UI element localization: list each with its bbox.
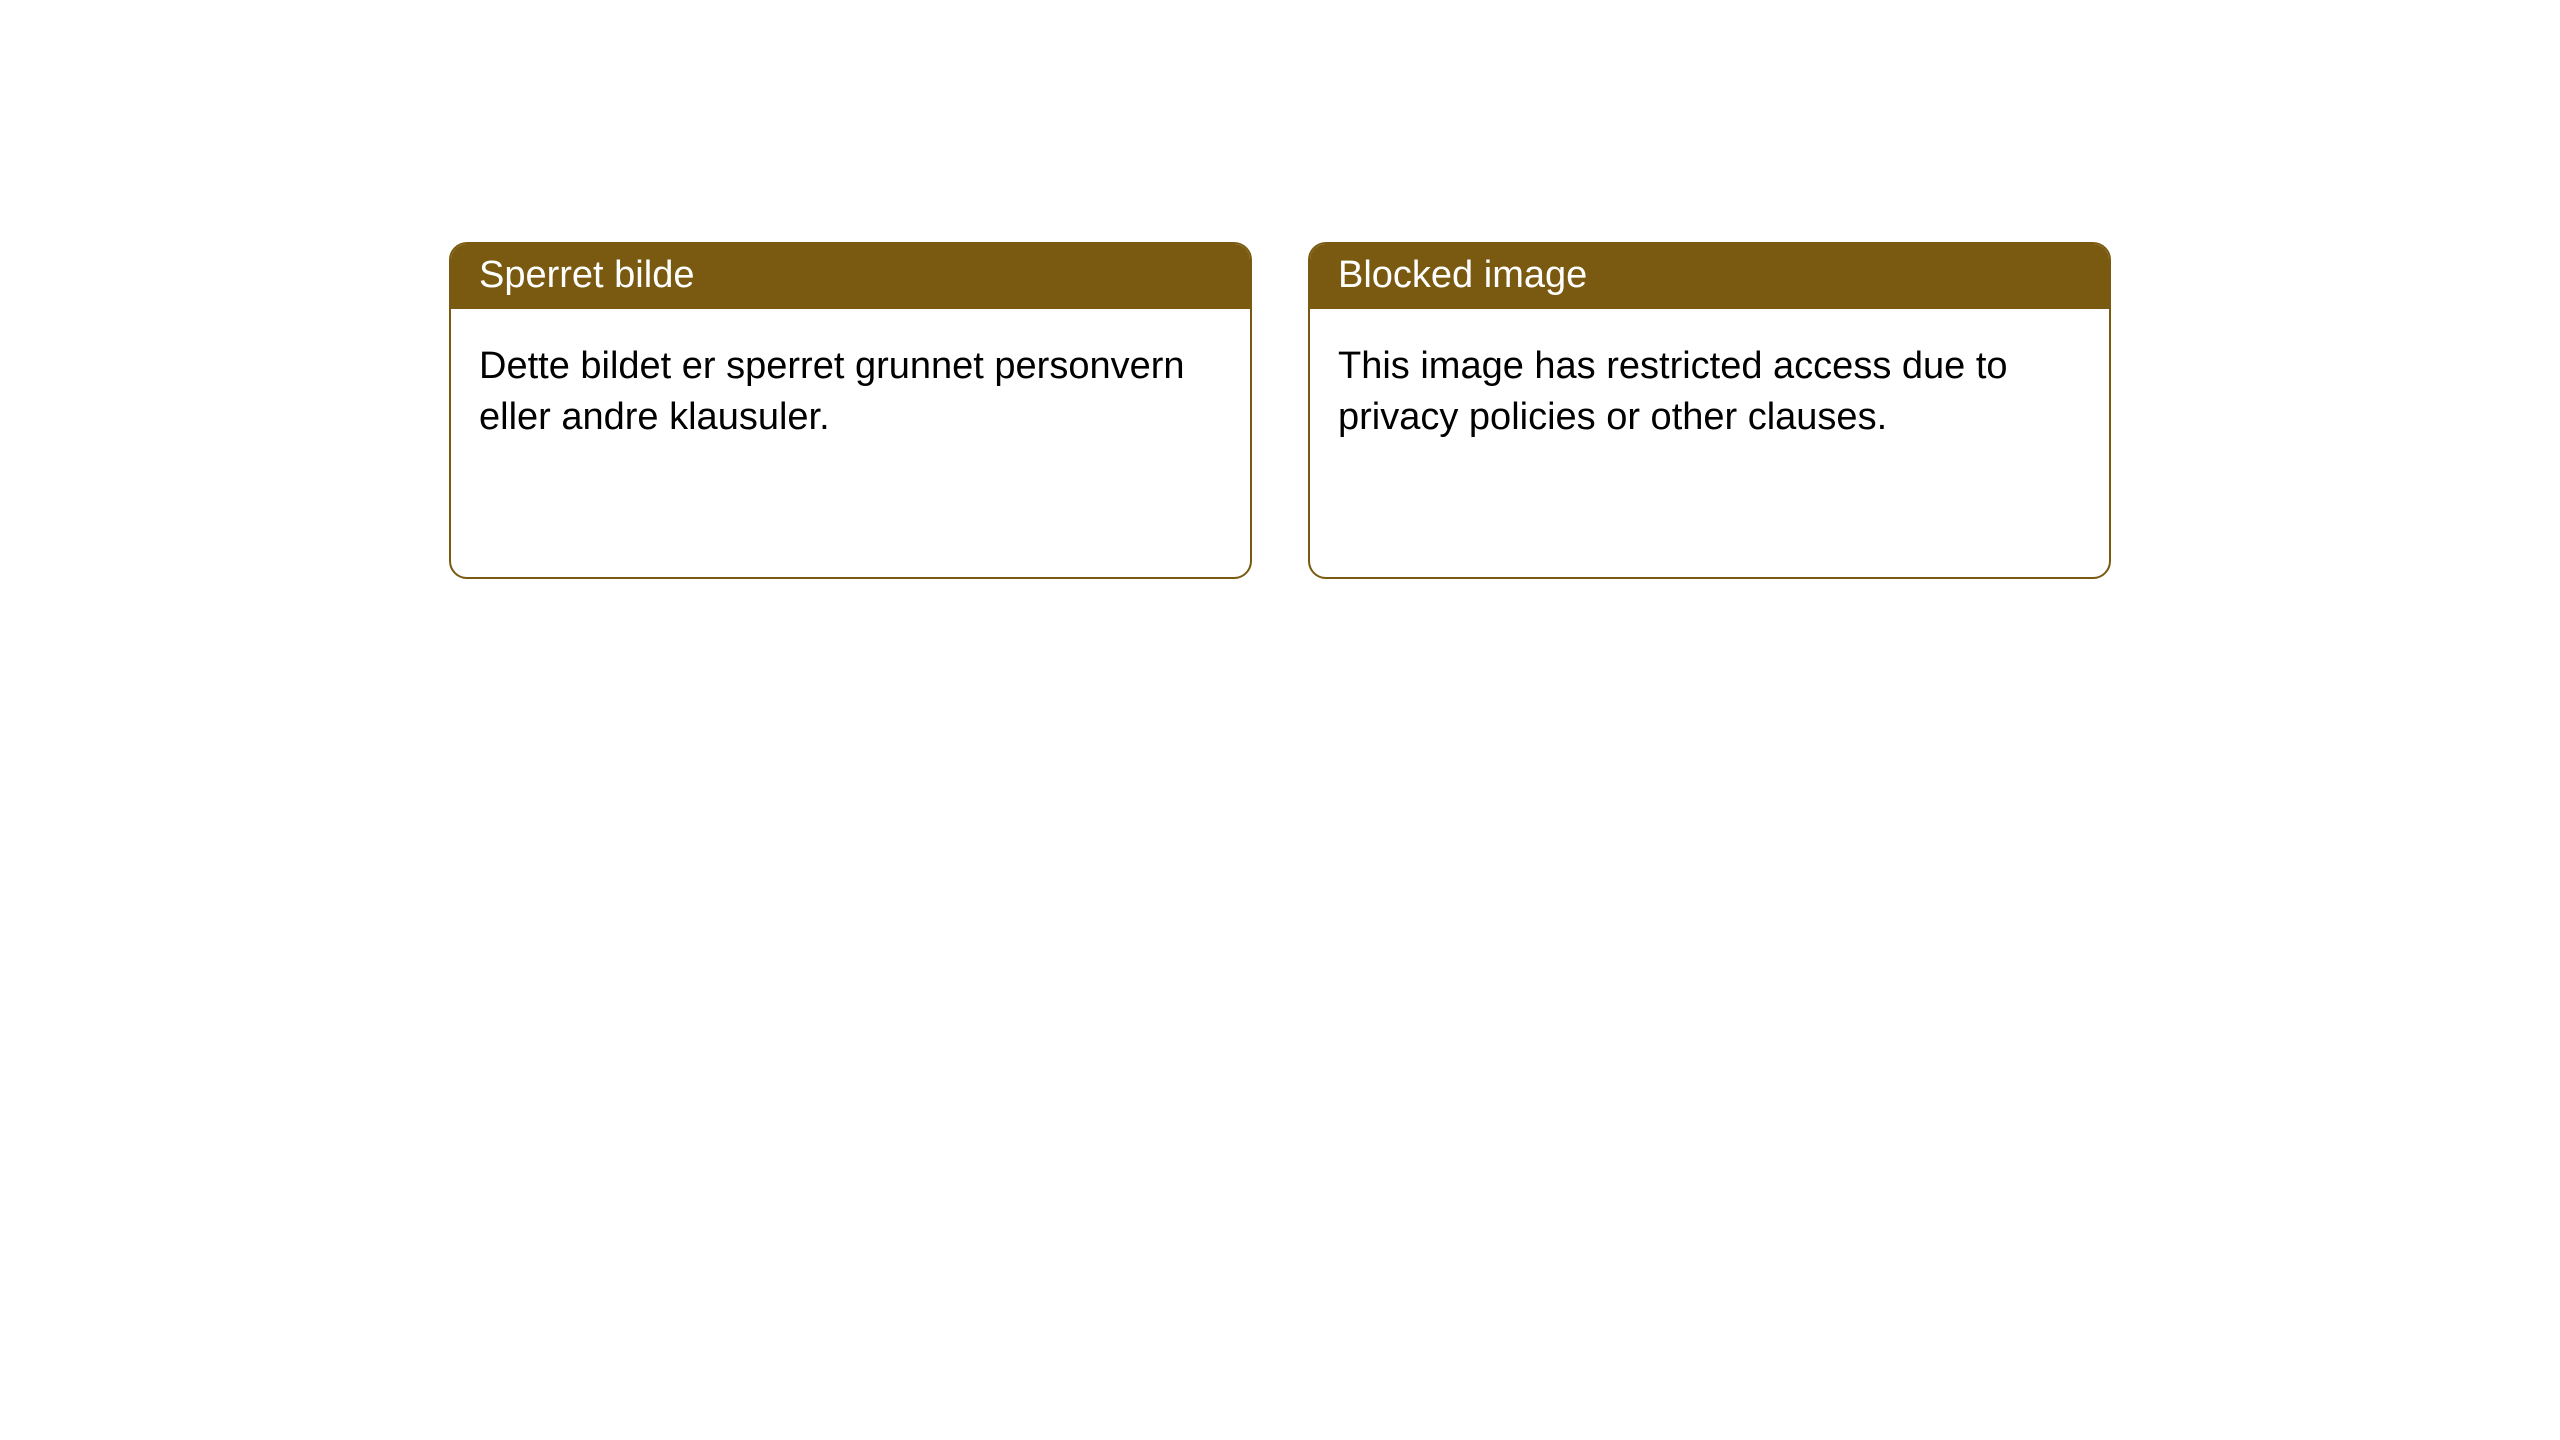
notice-title: Sperret bilde	[451, 244, 1250, 309]
notice-body: Dette bildet er sperret grunnet personve…	[451, 309, 1250, 476]
notice-body: This image has restricted access due to …	[1310, 309, 2109, 476]
notice-box-norwegian: Sperret bilde Dette bildet er sperret gr…	[449, 242, 1252, 579]
notice-box-english: Blocked image This image has restricted …	[1308, 242, 2111, 579]
notice-container: Sperret bilde Dette bildet er sperret gr…	[0, 0, 2560, 579]
notice-title: Blocked image	[1310, 244, 2109, 309]
